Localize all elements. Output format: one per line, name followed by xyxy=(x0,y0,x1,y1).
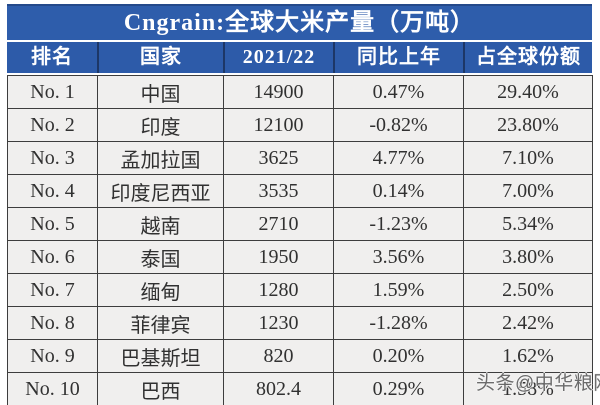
share-cell: 2.42% xyxy=(463,306,593,340)
country-cell: 越南 xyxy=(97,207,224,241)
yoy-cell: 1.59% xyxy=(333,273,464,307)
rank-cell: No. 7 xyxy=(7,273,98,307)
rank-cell: No. 2 xyxy=(7,108,98,142)
data-table: No. 1 中国 14900 0.47% 29.40% No. 2 印度 121… xyxy=(7,75,593,405)
yoy-cell: -1.23% xyxy=(333,207,464,241)
country-cell: 泰国 xyxy=(97,240,224,274)
rank-cell: No. 8 xyxy=(7,306,98,340)
production-cell: 1950 xyxy=(223,240,334,274)
production-cell: 1230 xyxy=(223,306,334,340)
yoy-cell: 0.14% xyxy=(333,174,464,208)
table-row: No. 5 越南 2710 -1.23% 5.34% xyxy=(7,207,593,241)
header-season: 2021/22 xyxy=(223,42,333,73)
table-header-row: 排名 国家 2021/22 同比上年 占全球份额 xyxy=(7,42,592,73)
share-cell: 23.80% xyxy=(463,108,593,142)
header-share: 占全球份额 xyxy=(463,42,592,73)
table-row: No. 2 印度 12100 -0.82% 23.80% xyxy=(7,108,593,142)
yoy-cell: -1.28% xyxy=(333,306,464,340)
yoy-cell: -0.82% xyxy=(333,108,464,142)
table-row: No. 3 孟加拉国 3625 4.77% 7.10% xyxy=(7,141,593,175)
rank-cell: No. 4 xyxy=(7,174,98,208)
yoy-cell: 0.29% xyxy=(333,372,464,405)
country-cell: 孟加拉国 xyxy=(97,141,224,175)
country-cell: 印度 xyxy=(97,108,224,142)
country-cell: 巴基斯坦 xyxy=(97,339,224,373)
production-cell: 14900 xyxy=(223,75,334,109)
share-cell: 7.10% xyxy=(463,141,593,175)
table-row: No. 8 菲律宾 1230 -1.28% 2.42% xyxy=(7,306,593,340)
yoy-cell: 3.56% xyxy=(333,240,464,274)
share-cell: 7.00% xyxy=(463,174,593,208)
share-cell: 2.50% xyxy=(463,273,593,307)
rice-production-table: Cngrain:全球大米产量（万吨） 排名 国家 2021/22 同比上年 占全… xyxy=(7,4,593,405)
watermark: 头条@中华粮网 xyxy=(476,373,600,394)
share-cell: 1.58% xyxy=(463,372,593,405)
header-country: 国家 xyxy=(97,42,223,73)
country-cell: 中国 xyxy=(97,75,224,109)
country-cell: 印度尼西亚 xyxy=(97,174,224,208)
page-title: Cngrain:全球大米产量（万吨） xyxy=(7,4,592,40)
production-cell: 3535 xyxy=(223,174,334,208)
country-cell: 缅甸 xyxy=(97,273,224,307)
production-cell: 802.4 xyxy=(223,372,334,405)
table-row: No. 9 巴基斯坦 820 0.20% 1.62% xyxy=(7,339,593,373)
table-row: No. 4 印度尼西亚 3535 0.14% 7.00% xyxy=(7,174,593,208)
production-cell: 1280 xyxy=(223,273,334,307)
country-cell: 菲律宾 xyxy=(97,306,224,340)
yoy-cell: 0.20% xyxy=(333,339,464,373)
rank-cell: No. 5 xyxy=(7,207,98,241)
rank-cell: No. 9 xyxy=(7,339,98,373)
table-row: No. 10 巴西 802.4 0.29% 1.58% xyxy=(7,372,593,405)
yoy-cell: 0.47% xyxy=(333,75,464,109)
share-cell: 5.34% xyxy=(463,207,593,241)
table-row: No. 7 缅甸 1280 1.59% 2.50% xyxy=(7,273,593,307)
rank-cell: No. 3 xyxy=(7,141,98,175)
header-rank: 排名 xyxy=(7,42,97,73)
table-row: No. 6 泰国 1950 3.56% 3.80% xyxy=(7,240,593,274)
production-cell: 12100 xyxy=(223,108,334,142)
rank-cell: No. 10 xyxy=(7,372,98,405)
production-cell: 820 xyxy=(223,339,334,373)
share-cell: 1.62% xyxy=(463,339,593,373)
yoy-cell: 4.77% xyxy=(333,141,464,175)
rank-cell: No. 6 xyxy=(7,240,98,274)
share-cell: 3.80% xyxy=(463,240,593,274)
production-cell: 2710 xyxy=(223,207,334,241)
share-cell: 29.40% xyxy=(463,75,593,109)
country-cell: 巴西 xyxy=(97,372,224,405)
rank-cell: No. 1 xyxy=(7,75,98,109)
header-yoy: 同比上年 xyxy=(333,42,463,73)
production-cell: 3625 xyxy=(223,141,334,175)
table-row: No. 1 中国 14900 0.47% 29.40% xyxy=(7,75,593,109)
